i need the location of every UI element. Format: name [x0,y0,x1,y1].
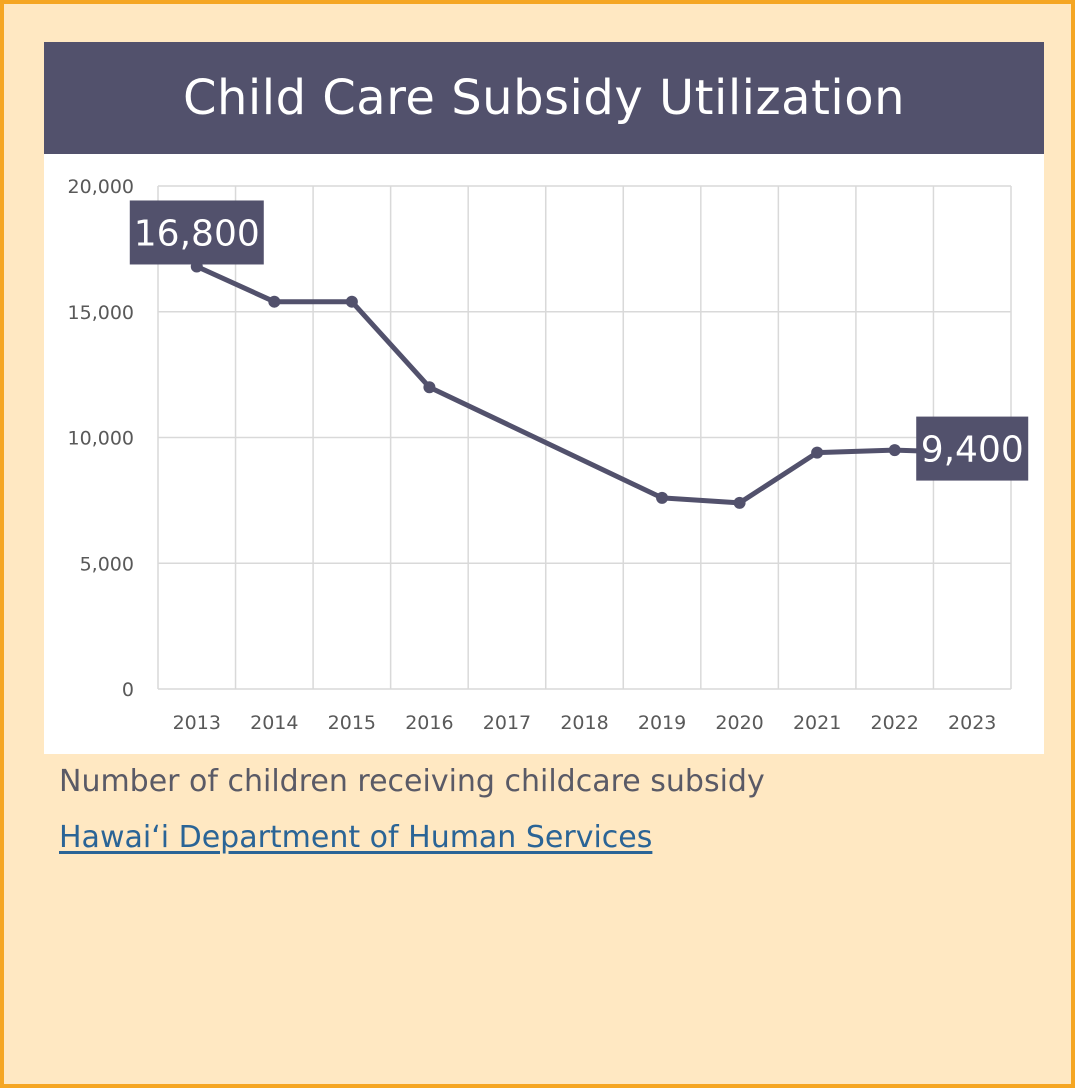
data-point [811,446,824,459]
chart-title: Child Care Subsidy Utilization [182,70,906,126]
y-tick-label: 10,000 [68,428,134,450]
data-label-box [916,416,1029,481]
x-tick-label: 2015 [328,712,376,734]
x-tick-label: 2013 [173,712,221,734]
x-tick-label: 2014 [250,712,298,734]
source-link[interactable]: Hawai‘i Department of Human Services [59,820,653,855]
data-point [733,496,746,509]
data-point [345,295,358,308]
data-label-box [129,200,264,265]
y-tick-label: 5,000 [80,553,134,575]
chart-caption: Number of children receiving childcare s… [59,764,765,799]
data-point [268,295,281,308]
data-point [423,381,436,394]
x-tick-label: 2018 [560,712,608,734]
data-point [888,444,901,457]
x-tick-label: 2021 [793,712,841,734]
data-point [656,491,669,504]
x-tick-label: 2016 [405,712,453,734]
data-label: 9,400 [921,430,1024,471]
chart-title-bar: Child Care Subsidy Utilization [44,42,1044,154]
x-tick-label: 2019 [638,712,686,734]
x-tick-label: 2017 [483,712,531,734]
y-tick-label: 15,000 [68,302,134,324]
line-chart: 0 5,000 10,000 15,000 20,000 2013 2014 2015 2016… [68,176,1029,734]
y-tick-label: 20,000 [68,176,134,198]
y-tick-label: 0 [122,679,134,701]
x-tick-label: 2023 [948,712,996,734]
data-label: 16,800 [134,213,260,254]
x-tick-label: 2020 [715,712,763,734]
x-tick-label: 2022 [871,712,919,734]
chart-panel: 0 5,000 10,000 15,000 20,000 2013 2014 2015 2016… [44,154,1044,754]
